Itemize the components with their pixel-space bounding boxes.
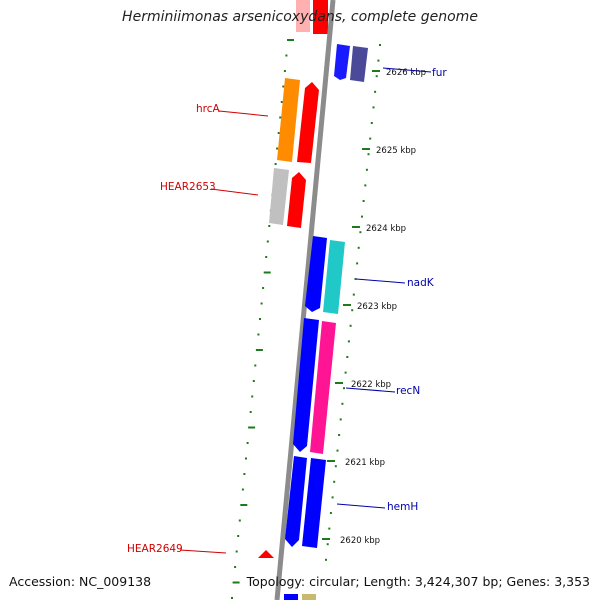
label-fur[interactable]: fur bbox=[432, 67, 447, 79]
gene-HEAR2649-arrow bbox=[258, 550, 274, 558]
leader-HEAR2649 bbox=[179, 549, 227, 554]
top-feature-red bbox=[313, 0, 328, 34]
accession-text: Accession: NC_009138 bbox=[9, 574, 152, 589]
gene-nadK-cyan bbox=[323, 240, 345, 314]
top-feature-pink bbox=[296, 0, 310, 32]
leader-nadK bbox=[355, 278, 406, 284]
gene-HEAR2653-red bbox=[287, 172, 306, 228]
leader-hrcA bbox=[218, 110, 269, 117]
scale-label-2623: 2623 kbp bbox=[357, 302, 397, 312]
gene-nadK[interactable] bbox=[305, 236, 345, 314]
label-HEAR2649[interactable]: HEAR2649 bbox=[127, 543, 183, 555]
scale-label-2626: 2626 kbp bbox=[386, 68, 426, 78]
gene-hemH-blue-b bbox=[302, 458, 326, 548]
backbone bbox=[274, 0, 336, 600]
bottom-feature-blue bbox=[284, 594, 298, 600]
gene-HEAR2653[interactable] bbox=[269, 168, 306, 228]
gene-labels: fur hrcA HEAR2653 nadK recN hemH HEAR264… bbox=[127, 67, 447, 555]
bottom-feature-tan bbox=[302, 594, 316, 600]
label-nadK[interactable]: nadK bbox=[407, 277, 435, 289]
gene-HEAR2649[interactable] bbox=[258, 550, 274, 558]
leader-HEAR2653 bbox=[210, 188, 259, 196]
leader-fur bbox=[382, 67, 432, 73]
label-recN[interactable]: recN bbox=[396, 385, 420, 397]
outer-ticks bbox=[325, 44, 381, 561]
gene-hemH[interactable] bbox=[285, 456, 326, 548]
gene-fur-partner bbox=[350, 46, 368, 82]
gene-recN-pink bbox=[310, 321, 336, 454]
bottom-partial-features bbox=[284, 594, 316, 600]
scale-label-2624: 2624 kbp bbox=[366, 224, 406, 234]
label-hemH[interactable]: hemH bbox=[387, 501, 418, 513]
gene-fur-arrow bbox=[334, 44, 350, 80]
gene-hrcA-red bbox=[297, 82, 319, 163]
gene-hemH-blue-a bbox=[285, 456, 307, 547]
scale-label-2622: 2622 kbp bbox=[351, 380, 391, 390]
leader-recN bbox=[345, 387, 396, 393]
gene-recN[interactable] bbox=[293, 318, 336, 454]
label-HEAR2653[interactable]: HEAR2653 bbox=[160, 181, 216, 193]
gene-hrcA-orange bbox=[277, 78, 300, 162]
map-title: Herminiimonas arsenicoxydans, complete g… bbox=[122, 9, 478, 25]
scale-labels: 2626 kbp 2625 kbp 2624 kbp 2623 kbp 2622… bbox=[322, 68, 426, 546]
topology-text: Topology: circular; Length: 3,424,307 bp… bbox=[246, 574, 590, 589]
leader-hemH bbox=[336, 503, 386, 509]
scale-label-2620: 2620 kbp bbox=[340, 536, 380, 546]
gene-nadK-blue bbox=[305, 236, 327, 312]
gene-fur[interactable] bbox=[334, 44, 368, 82]
scale-label-2621: 2621 kbp bbox=[345, 458, 385, 468]
gene-HEAR2653-grey bbox=[269, 168, 289, 225]
scale-label-2625: 2625 kbp bbox=[376, 146, 416, 156]
top-partial-features bbox=[296, 0, 328, 34]
label-hrcA[interactable]: hrcA bbox=[196, 103, 221, 115]
gene-recN-blue bbox=[293, 318, 319, 452]
gene-hrcA[interactable] bbox=[277, 78, 319, 163]
